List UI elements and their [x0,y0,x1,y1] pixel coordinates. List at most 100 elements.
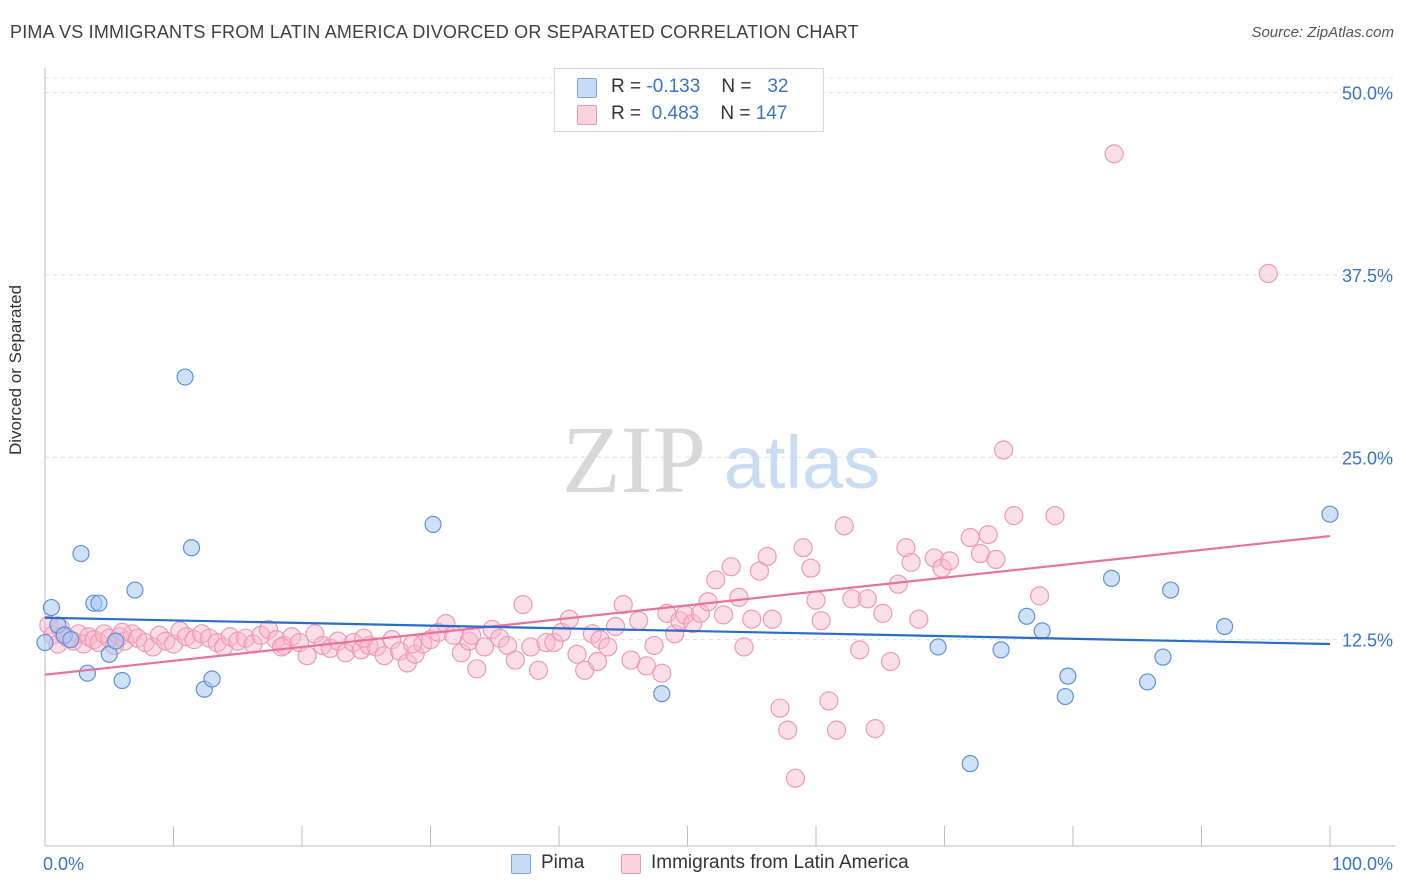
pima-point [1018,607,1036,625]
immigrants-point [842,589,862,609]
pima-point [1056,687,1074,706]
immigrants-point [513,595,533,615]
immigrants-point [806,590,826,610]
legend-swatch-pima [577,78,597,98]
y-tick-label: 50.0% [1342,84,1393,104]
immigrants-point [801,558,821,578]
immigrants-point [605,616,626,637]
immigrants-point [336,643,356,663]
immigrants-point [762,609,782,629]
stats-legend: R = -0.133 N = 32 R = 0.483 N = 147 [554,68,824,132]
pima-point [72,544,90,563]
grid-lines [45,77,1395,641]
immigrants-point [79,627,99,647]
immigrants-point [354,628,374,648]
y-tick-label: 25.0% [1342,448,1393,468]
immigrants-point [652,663,672,683]
immigrants-point [1004,506,1024,526]
pima-point [1102,569,1121,587]
immigrants-point [613,595,633,615]
source-credit: Source: ZipAtlas.com [1251,24,1394,41]
immigrants-point [811,611,831,631]
immigrants-point [305,624,325,644]
immigrants-point [924,548,944,568]
pima-point [42,598,61,617]
tick-labels: 12.5% 25.0% 37.5% 50.0% 0.0% 100.0% [43,84,1393,874]
immigrants-point [834,516,854,536]
immigrants-point [420,630,441,650]
immigrants-point [819,691,839,711]
pima-point [78,664,97,682]
immigrants-point [994,440,1014,460]
r-value: -0.133 [646,76,701,97]
immigrants-point [382,630,402,650]
pima-trend-line [44,616,1331,646]
immigrants-point [873,603,893,623]
x-tick-label: 0.0% [43,854,84,874]
immigrants-point [1029,586,1050,606]
n-value: 147 [755,103,788,124]
immigrants-point [713,605,734,625]
immigrants-point [734,637,754,657]
watermark-zip: ZIP [562,406,706,513]
pima-point [62,631,80,649]
immigrants-point [235,628,256,648]
watermark-atlas: atlas [724,421,880,504]
immigrants-point [770,698,790,718]
immigrants-point [629,611,649,631]
immigrants-point [742,609,762,629]
chart-title: PIMA VS IMMIGRANTS FROM LATIN AMERICA DI… [10,22,859,42]
immigrants-point [1258,263,1278,284]
immigrants-point [544,632,564,653]
pima-point [107,632,125,650]
immigrants-point [505,650,525,670]
immigrants-point [940,551,960,571]
immigrants-point [793,538,813,558]
r-value: 0.483 [651,103,700,124]
pima-point [992,641,1010,659]
y-tick-label: 12.5% [1342,631,1393,651]
bottom-legend-label-immigrants: Immigrants from Latin America [651,852,909,873]
immigrants-point [374,646,394,666]
immigrants-trend-line [44,534,1331,676]
immigrants-point [156,631,176,651]
immigrants-point [778,720,798,740]
bottom-legend-label-pima: Pima [541,852,585,873]
immigrants-point [721,557,741,577]
immigrants-point [474,637,495,657]
immigrants-point [729,587,749,607]
immigrants-point [402,634,423,654]
immigrants-point [467,659,487,679]
pima-point [1033,622,1051,640]
immigrants-point [436,613,456,634]
series-pima-points [36,368,1339,773]
immigrants-point [228,631,248,651]
immigrants-point [521,637,541,657]
bottom-legend-swatch-pima [511,854,531,874]
immigrants-point [528,660,549,680]
pima-point [126,581,144,599]
immigrants-point [978,525,998,545]
immigrants-point [986,549,1006,570]
pima-point [1162,581,1180,599]
immigrants-point [850,640,870,660]
immigrants-point [590,630,610,650]
pima-point [961,755,979,773]
immigrants-point [880,651,901,672]
pima-point [182,539,201,557]
immigrants-point [451,643,471,663]
immigrants-point [706,570,726,590]
pima-point [424,515,442,534]
immigrants-point [251,625,271,645]
immigrants-point [644,635,664,656]
pima-point [1216,617,1234,636]
n-value: 32 [767,76,789,97]
immigrants-point [567,644,587,664]
immigrants-point [757,546,777,567]
immigrants-point [826,720,847,740]
pima-point [1154,648,1172,666]
pima-point [90,594,108,612]
immigrants-point [1104,144,1124,164]
pima-point [203,670,221,688]
